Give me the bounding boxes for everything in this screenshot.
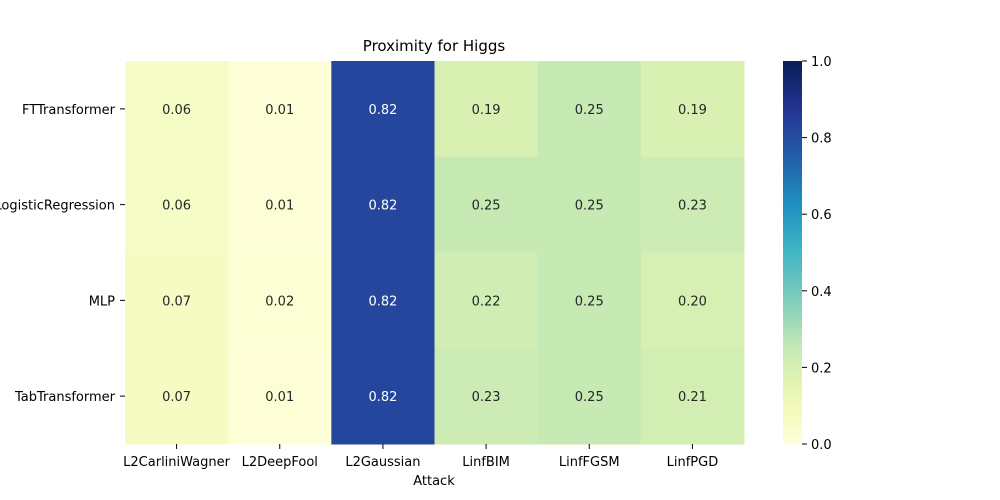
colorbar-ticks: 0.0 0.2 0.4 0.6 0.8 1.0 <box>802 55 832 453</box>
heatmap-cells <box>125 61 745 445</box>
cell-value-label: 0.25 <box>575 294 604 309</box>
x-tick-label: LinfPGD <box>667 455 719 470</box>
x-tick-label: LinfBIM <box>462 455 510 470</box>
colorbar-tick-label: 0.4 <box>811 285 832 300</box>
cell-value-label: 0.82 <box>368 199 397 214</box>
heatmap-cell <box>434 252 539 349</box>
cell-value-label: 0.23 <box>678 199 707 214</box>
chart-title: Proximity for Higgs <box>363 37 506 55</box>
cell-value-label: 0.06 <box>162 103 191 118</box>
cell-value-label: 0.25 <box>575 199 604 214</box>
cell-value-label: 0.19 <box>678 103 707 118</box>
heatmap-cell <box>640 156 745 253</box>
x-axis-label: Attack <box>413 474 455 489</box>
heatmap-cell <box>537 156 642 253</box>
heatmap-cell <box>640 348 745 445</box>
heatmap-cell-labels: 0.06 0.01 0.82 0.19 0.25 0.19 0.06 0.01 0.82 0.25… <box>162 103 707 405</box>
x-tick-label: LinfFGSM <box>559 455 620 470</box>
cell-value-label: 0.01 <box>265 390 294 405</box>
cell-value-label: 0.01 <box>265 103 294 118</box>
colorbar-tick-label: 0.0 <box>811 438 832 453</box>
cell-value-label: 0.22 <box>472 294 501 309</box>
y-tick-label: TabTransformer <box>14 390 116 405</box>
heatmap-cell <box>434 156 539 253</box>
y-tick-label: LogisticRegression <box>0 199 115 214</box>
heatmap-cell <box>125 348 229 445</box>
colorbar-tick-label: 0.8 <box>811 132 832 147</box>
cell-value-label: 0.01 <box>265 199 294 214</box>
heatmap-cell <box>434 61 539 158</box>
heatmap-cell <box>537 348 642 445</box>
cell-value-label: 0.82 <box>368 103 397 118</box>
heatmap-cell <box>228 252 332 349</box>
colorbar-tick-label: 0.6 <box>811 208 832 223</box>
heatmap-cell <box>125 61 229 158</box>
heatmap-cell <box>331 348 435 445</box>
cell-value-label: 0.82 <box>368 294 397 309</box>
y-tick-label: MLP <box>89 294 115 309</box>
x-tick-label: L2CarliniWagner <box>123 455 230 470</box>
x-tick-label: L2DeepFool <box>242 455 318 470</box>
heatmap-cell <box>331 156 435 253</box>
cell-value-label: 0.02 <box>265 294 294 309</box>
cell-value-label: 0.82 <box>368 390 397 405</box>
heatmap-cell <box>640 61 745 158</box>
cell-value-label: 0.25 <box>472 199 501 214</box>
y-tick-label: FTTransformer <box>22 103 116 118</box>
heatmap-cell <box>537 61 642 158</box>
x-axis: L2CarliniWagner L2DeepFool L2Gaussian LinfB… <box>123 444 718 470</box>
cell-value-label: 0.07 <box>162 390 191 405</box>
heatmap-cell <box>125 156 229 253</box>
heatmap-cell <box>331 61 435 158</box>
cell-value-label: 0.06 <box>162 199 191 214</box>
heatmap-cell <box>331 252 435 349</box>
colorbar-tick-label: 0.2 <box>811 361 832 376</box>
y-axis: FTTransformer LogisticRegression MLP TabTra… <box>0 103 125 405</box>
heatmap-cell <box>228 61 332 158</box>
heatmap-cell <box>125 252 229 349</box>
heatmap-cell <box>537 252 642 349</box>
heatmap-cell <box>228 348 332 445</box>
cell-value-label: 0.07 <box>162 294 191 309</box>
cell-value-label: 0.20 <box>678 294 707 309</box>
heatmap-cell <box>434 348 539 445</box>
cell-value-label: 0.21 <box>678 390 707 405</box>
cell-value-label: 0.23 <box>472 390 501 405</box>
colorbar <box>783 61 802 444</box>
colorbar-tick-label: 1.0 <box>811 55 832 70</box>
x-tick-label: L2Gaussian <box>345 455 420 470</box>
heatmap-cell <box>640 252 745 349</box>
cell-value-label: 0.25 <box>575 103 604 118</box>
cell-value-label: 0.19 <box>472 103 501 118</box>
cell-value-label: 0.25 <box>575 390 604 405</box>
heatmap-cell <box>228 156 332 253</box>
